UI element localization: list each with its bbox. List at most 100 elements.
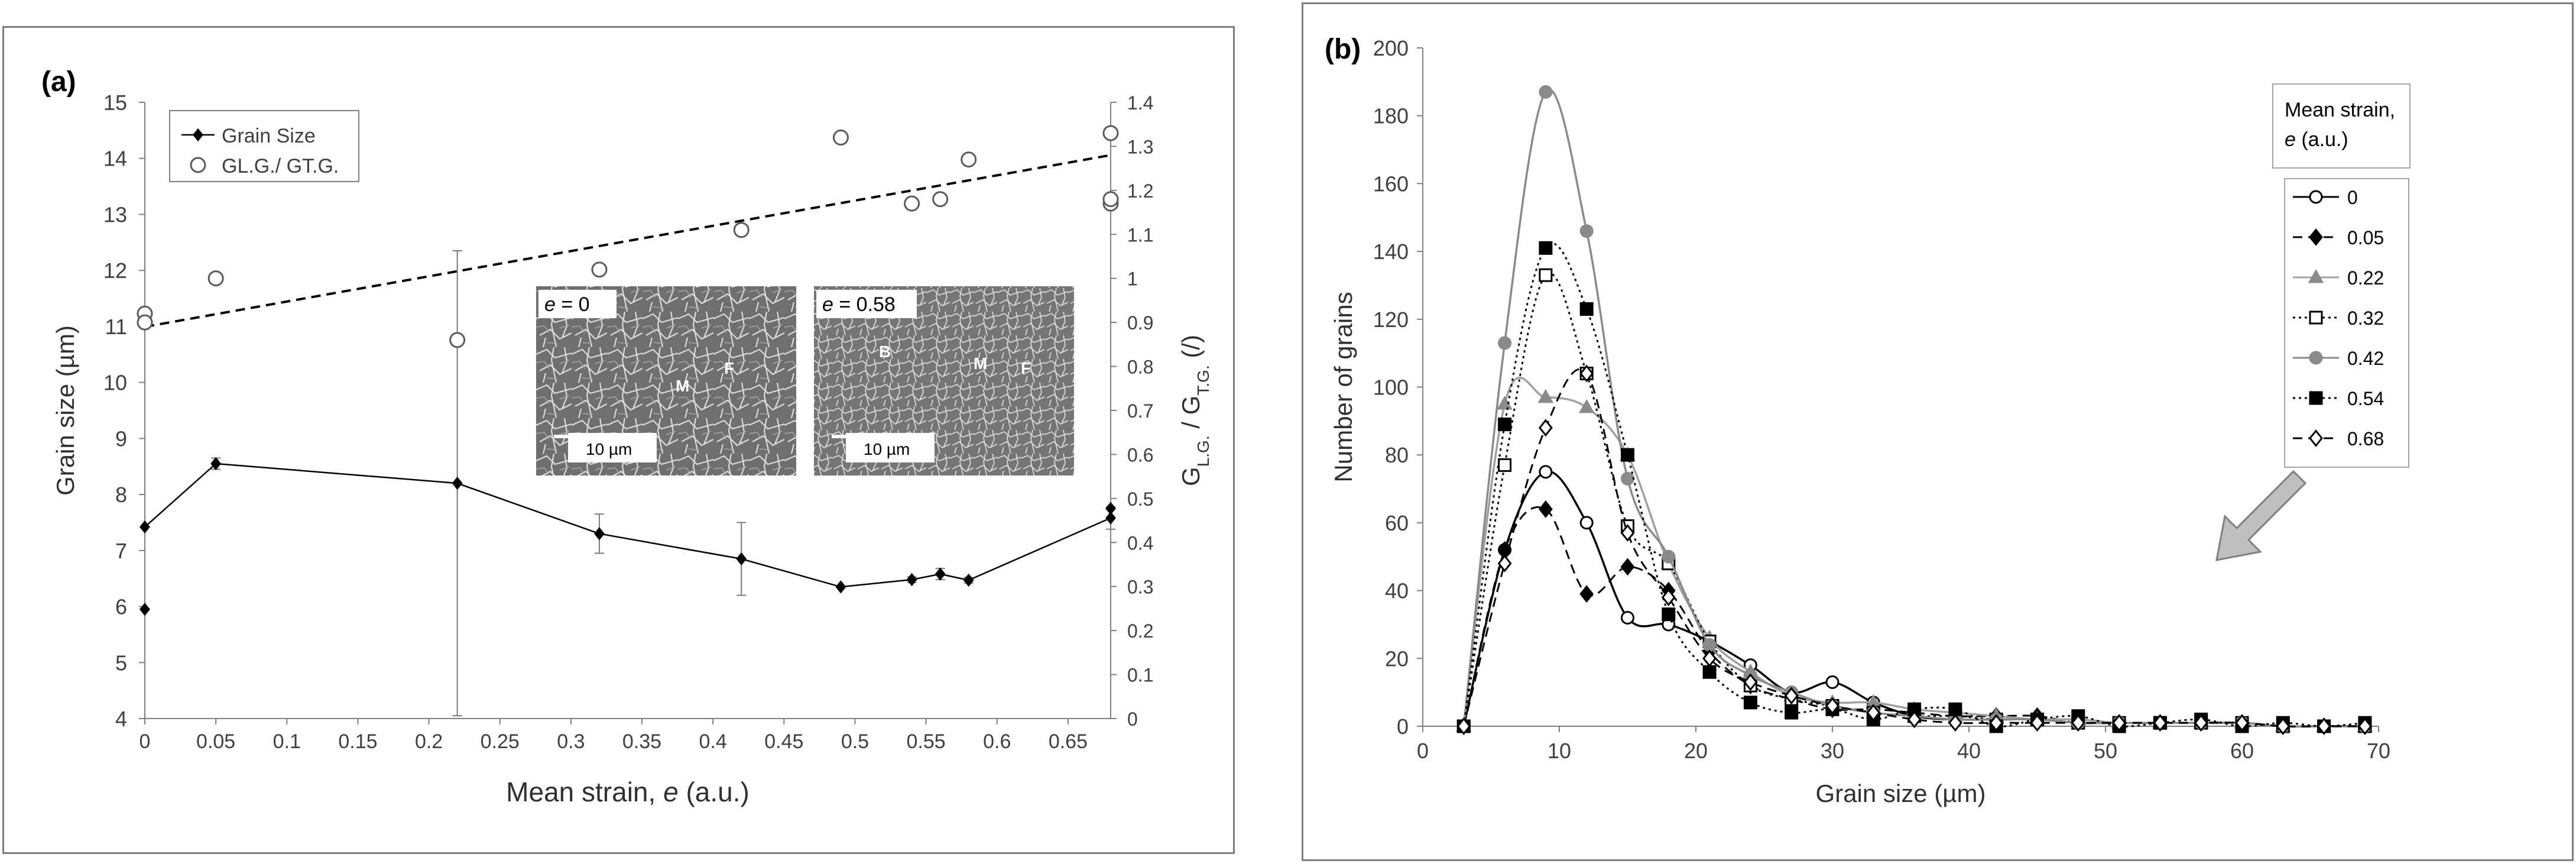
chart-a-series — [137, 125, 1119, 717]
sem-inset-label-bg — [538, 290, 617, 318]
data-point — [1497, 554, 1512, 572]
gl-gt-ratio-point — [733, 222, 750, 238]
data-point — [1537, 389, 1554, 403]
chart-a-x-axis-title: Mean strain, e (a.u.) — [506, 777, 750, 807]
data-point — [1785, 706, 1799, 720]
data-point — [1743, 695, 1757, 710]
grain-size-point — [139, 603, 150, 616]
sem-inset-1: e = 0.58 B M F 10 µm — [814, 286, 1074, 475]
data-point — [1989, 714, 2004, 732]
data-point — [1579, 585, 1594, 603]
scale-bar-label: 10 µm — [586, 440, 632, 458]
annotation-arrow — [2215, 470, 2307, 561]
data-point — [1702, 665, 1717, 679]
data-point — [2276, 717, 2291, 735]
chart-b-svg: (b) 0 10 20 30 40 50 60 70 0 20 40 60 80 100 120 140 160… — [1325, 34, 2410, 807]
grain-size-point — [452, 476, 463, 490]
data-point — [1538, 500, 1553, 518]
chart-b-y-tick-label: 0 — [1397, 714, 1409, 739]
legend-marker — [2309, 310, 2323, 325]
data-point — [1579, 302, 1594, 316]
chart-a-y2-tick-label: 1.3 — [1127, 136, 1153, 157]
data-point — [1784, 687, 1799, 705]
data-point — [2153, 714, 2168, 732]
panel-label-b: (b) — [1325, 34, 1361, 65]
grain-size-point — [594, 527, 605, 541]
data-point — [2357, 717, 2372, 735]
series-line — [1462, 242, 2366, 727]
panel-b: (b) 0 10 20 30 40 50 60 70 0 20 40 60 80 100 120 140 160… — [1302, 2, 2574, 861]
data-point — [1539, 268, 1553, 282]
data-point — [1621, 448, 1634, 462]
sem-inset-phase-label: M — [676, 377, 689, 395]
panel-a: (a) 0 0.05 0.1 0.15 0.2 0.25 0.3 0.35 0.4 0.45 0.5… — [2, 26, 1235, 854]
data-point — [1907, 710, 1922, 729]
gl-gt-ratio-point — [207, 270, 224, 287]
grain-size-point — [139, 520, 150, 534]
chart-b-x-tick-label: 60 — [2230, 739, 2254, 763]
chart-b-x-axis-title: Grain size (µm) — [1816, 779, 1986, 807]
chart-a-y2-tick-label: 1.2 — [1127, 180, 1153, 202]
data-point — [2030, 714, 2045, 732]
chart-a-y2-tick-label: 0.9 — [1127, 312, 1153, 334]
data-point — [1498, 418, 1512, 432]
chart-a-x-tick-label: 0 — [139, 730, 151, 753]
gl-gt-ratio-point — [932, 191, 949, 208]
gl-gt-ratio-point — [832, 130, 849, 146]
chart-a-y2-tick-label: 1.1 — [1127, 224, 1153, 245]
chart-a-y-tick-label: 6 — [115, 595, 127, 619]
chart-a-y-tick-label: 15 — [103, 90, 127, 115]
chart-a-x-tick-label: 0.5 — [841, 730, 869, 753]
legend-label: 0.54 — [2347, 388, 2384, 409]
legend-label: 0.05 — [2347, 227, 2384, 248]
chart-b-axes — [1422, 48, 2379, 727]
chart-a-x-tick-label: 0.35 — [622, 730, 661, 753]
chart-a-y-tick-label: 4 — [115, 707, 127, 731]
chart-b-y-tick-label: 180 — [1373, 104, 1409, 128]
legend-marker — [2309, 429, 2323, 447]
chart-a-y2-tick-label: 1.4 — [1127, 92, 1153, 114]
chart-a-x-tick-label: 0.3 — [557, 730, 585, 753]
data-point — [1662, 549, 1676, 564]
chart-a-x-tick-label: 0.15 — [338, 730, 377, 753]
chart-a-x-tick-label: 0.4 — [699, 730, 727, 753]
series-strain-0.68 — [1456, 364, 2372, 735]
chart-b-y-tick-label: 40 — [1385, 579, 1409, 603]
chart-b-x-tick-label: 0 — [1417, 739, 1429, 763]
chart-b-y-tick-label: 200 — [1373, 36, 1409, 60]
sem-inset-phase-label: B — [879, 342, 891, 361]
chart-a-y2-axis-title: GL.G. / GT.G. (/) — [1177, 335, 1212, 486]
chart-a-x-tick-label: 0.25 — [481, 730, 520, 753]
chart-a-y2-tick-label: 0.3 — [1127, 577, 1153, 598]
data-point — [2235, 714, 2249, 732]
legend-box — [2284, 178, 2409, 468]
chart-b-y-tick-label: 20 — [1385, 646, 1409, 671]
data-point — [1621, 610, 1634, 625]
sem-inset-strain-label: e = 0.58 — [822, 293, 896, 316]
data-point — [1620, 524, 1635, 542]
data-point — [1498, 458, 1512, 472]
data-point — [1948, 714, 1962, 732]
chart-a-y-tick-label: 13 — [103, 202, 127, 227]
data-point — [2317, 717, 2331, 735]
legend-title-box — [2272, 83, 2410, 169]
chart-b-x-tick-label: 50 — [2094, 739, 2117, 763]
data-point — [1702, 638, 1717, 652]
data-point — [1620, 558, 1635, 576]
chart-a-y2-tick-label: 0.7 — [1127, 400, 1153, 422]
data-point — [1498, 336, 1512, 350]
chart-b-y-tick-label: 120 — [1373, 308, 1409, 332]
chart-a-y-tick-label: 12 — [103, 258, 127, 283]
data-point — [1579, 516, 1594, 530]
chart-a-x-tick-label: 0.65 — [1049, 730, 1088, 753]
gl-gt-ratio-point — [1102, 191, 1119, 208]
chart-b-x-tick-label: 30 — [1821, 739, 1844, 763]
series-strain-0 — [1456, 465, 2372, 733]
data-point — [1866, 704, 1881, 722]
scale-bar-label: 10 µm — [864, 440, 910, 458]
chart-a-y2-tick-label: 0.6 — [1127, 444, 1153, 465]
series-strain-0.32 — [1456, 268, 2372, 733]
data-point — [1578, 399, 1595, 413]
chart-a-y-tick-label: 14 — [103, 147, 127, 171]
gl-gt-ratio-point — [449, 332, 466, 348]
